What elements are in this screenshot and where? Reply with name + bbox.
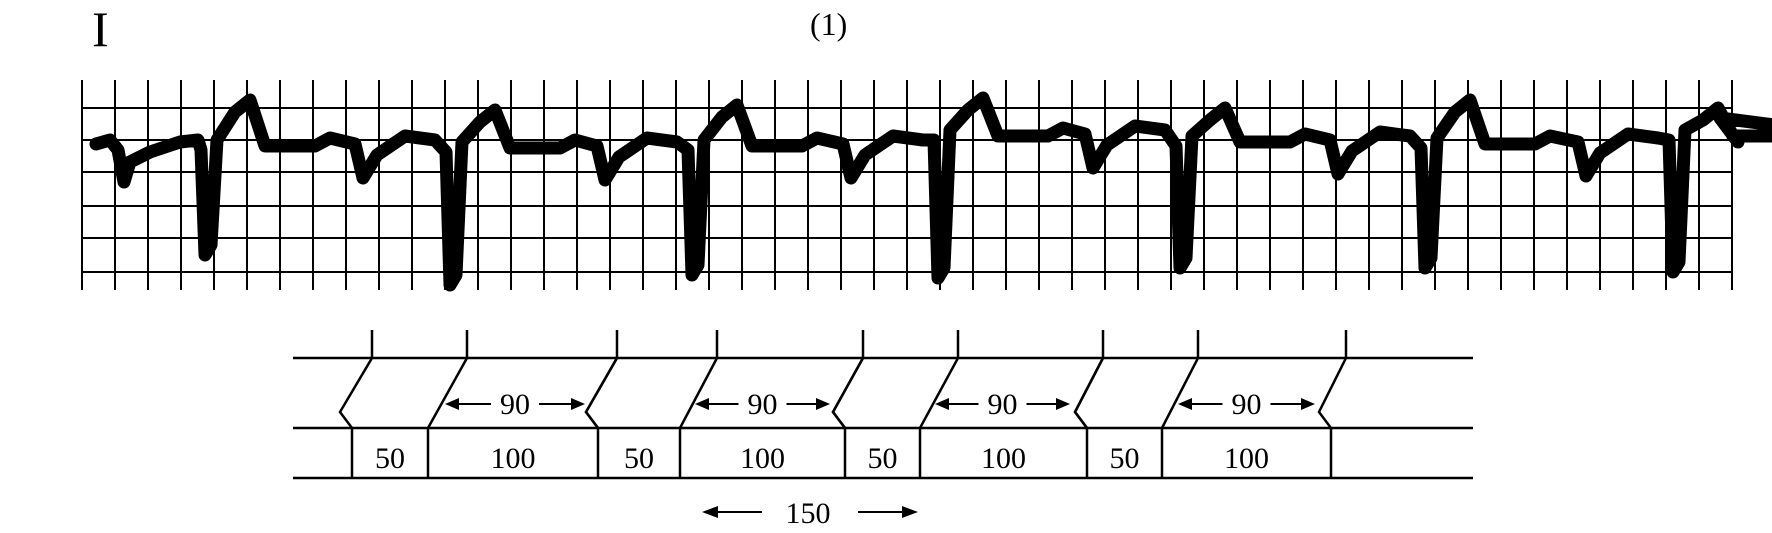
- ladder-cell-label: 100: [740, 442, 785, 475]
- conduction-line-long: [678, 357, 719, 429]
- ladder-upper-intervals: 90 90 90 90: [445, 388, 1315, 421]
- cycle-length-label: 150: [786, 497, 831, 530]
- interval-arrowhead-right: [1301, 398, 1315, 410]
- lead-label: I: [92, 1, 109, 57]
- ecg-trace: [89, 91, 1772, 292]
- ladder-diagram: 50 100 50 100 50 100 50 100 90 90 90 90 150: [293, 330, 1473, 530]
- upper-interval-90: 90: [445, 388, 585, 421]
- conduction-line-return: [584, 357, 619, 429]
- ladder-cell-label: 50: [375, 442, 405, 475]
- conduction-line-short: [338, 357, 374, 429]
- ladder-cell-label: 100: [981, 442, 1026, 475]
- ladder-lower-cells: 50 100 50 100 50 100 50 100: [350, 428, 1333, 478]
- ladder-cell-label: 50: [1110, 442, 1140, 475]
- upper-interval-90: 90: [935, 388, 1070, 421]
- panel-label: (1): [810, 6, 848, 42]
- ladder-cell-label: 100: [491, 442, 536, 475]
- conduction-line-return: [1317, 357, 1348, 429]
- conduction-line-long: [1160, 357, 1200, 429]
- interval-arrowhead-right: [1056, 398, 1070, 410]
- ladder-cell-label: 50: [624, 442, 654, 475]
- upper-interval-90: 90: [1178, 388, 1315, 421]
- conduction-line-return: [1073, 357, 1105, 429]
- cycle-arrowhead-right: [902, 506, 918, 518]
- upper-interval-90: 90: [695, 388, 830, 421]
- ladder-conduction-lines: [338, 357, 1348, 429]
- conduction-line-long: [426, 357, 469, 429]
- ladder-cell-label: 50: [868, 442, 898, 475]
- interval-arrowhead-left: [1178, 398, 1192, 410]
- cycle-arrowhead-left: [702, 506, 718, 518]
- ladder-cell-label: 100: [1224, 442, 1269, 475]
- interval-arrowhead-right: [816, 398, 830, 410]
- conduction-line-return: [831, 357, 865, 429]
- upper-interval-label: 90: [500, 388, 530, 421]
- conduction-line-long: [918, 357, 960, 429]
- upper-interval-label: 90: [1232, 388, 1262, 421]
- ecg-grid: [81, 80, 1733, 290]
- ladder-ticks: [370, 330, 1348, 358]
- cycle-length-marker: 150: [702, 497, 918, 530]
- upper-interval-label: 90: [748, 388, 778, 421]
- interval-arrowhead-right: [571, 398, 585, 410]
- interval-arrowhead-left: [445, 398, 459, 410]
- interval-arrowhead-left: [695, 398, 709, 410]
- ecg-waveform: [89, 91, 1772, 292]
- upper-interval-label: 90: [988, 388, 1018, 421]
- interval-arrowhead-left: [935, 398, 949, 410]
